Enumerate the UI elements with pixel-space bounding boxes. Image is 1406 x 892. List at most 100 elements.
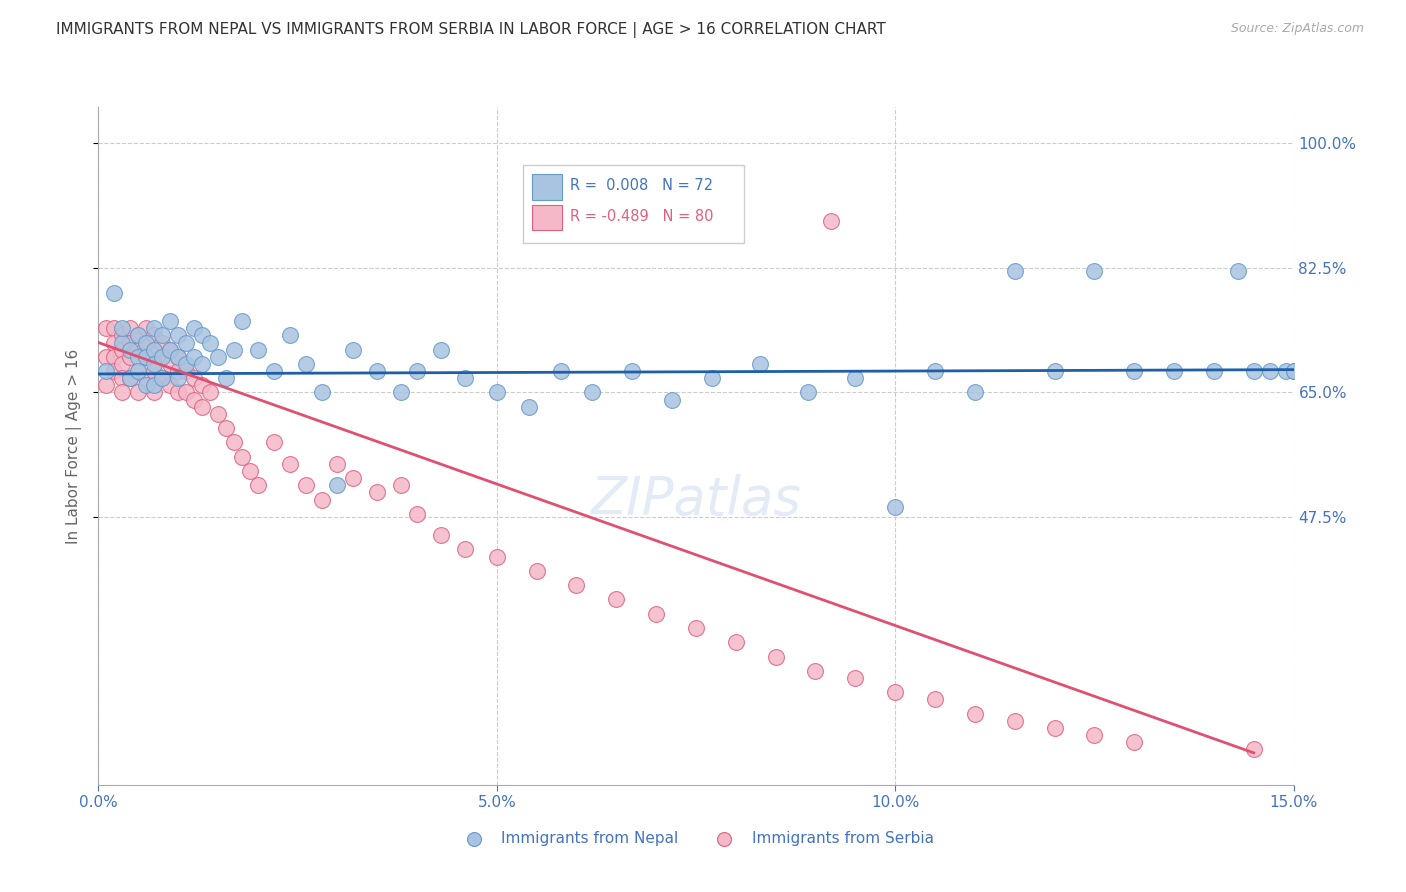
Point — [111, 385, 134, 400]
Point — [207, 407, 229, 421]
Point — [135, 321, 157, 335]
Point — [167, 328, 190, 343]
Point — [1004, 264, 1026, 278]
Point — [1282, 364, 1305, 378]
Point — [748, 357, 770, 371]
Point — [1243, 364, 1265, 378]
Point — [150, 371, 173, 385]
Point — [135, 350, 157, 364]
Text: IMMIGRANTS FROM NEPAL VS IMMIGRANTS FROM SERBIA IN LABOR FORCE | AGE > 16 CORREL: IMMIGRANTS FROM NEPAL VS IMMIGRANTS FROM… — [56, 22, 886, 38]
Point — [159, 343, 181, 357]
Point — [1258, 364, 1281, 378]
Point — [191, 378, 214, 392]
Point — [191, 357, 214, 371]
Point — [111, 371, 134, 385]
Point — [183, 350, 205, 364]
Point — [246, 343, 269, 357]
Point — [263, 435, 285, 450]
Legend: Immigrants from Nepal, Immigrants from Serbia: Immigrants from Nepal, Immigrants from S… — [453, 825, 939, 852]
Point — [645, 607, 668, 621]
Point — [454, 542, 477, 557]
Point — [183, 371, 205, 385]
Point — [246, 478, 269, 492]
Point — [621, 364, 644, 378]
Point — [150, 335, 173, 350]
Point — [517, 400, 540, 414]
Point — [924, 692, 946, 706]
Point — [963, 385, 986, 400]
Point — [294, 478, 316, 492]
Point — [143, 364, 166, 378]
Point — [111, 328, 134, 343]
Point — [222, 435, 245, 450]
Point — [1083, 264, 1105, 278]
Point — [581, 385, 603, 400]
Point — [143, 343, 166, 357]
Point — [311, 385, 333, 400]
Point — [1043, 721, 1066, 735]
Point — [96, 364, 118, 378]
Point — [1123, 735, 1146, 749]
Point — [215, 371, 238, 385]
Point — [135, 350, 157, 364]
Point — [159, 357, 181, 371]
Point — [406, 364, 429, 378]
Point — [685, 621, 707, 635]
Point — [342, 471, 364, 485]
Point — [96, 350, 118, 364]
Point — [150, 350, 173, 364]
Point — [120, 343, 142, 357]
Point — [239, 464, 262, 478]
Point — [191, 328, 214, 343]
Point — [167, 385, 190, 400]
Point — [120, 335, 142, 350]
Point — [167, 371, 190, 385]
Point — [924, 364, 946, 378]
Point — [159, 314, 181, 328]
Point — [550, 364, 572, 378]
Point — [389, 478, 412, 492]
Point — [820, 214, 842, 228]
Point — [565, 578, 588, 592]
Point — [150, 328, 173, 343]
Point — [127, 364, 149, 378]
Point — [150, 350, 173, 364]
Point — [127, 364, 149, 378]
Point — [661, 392, 683, 407]
Point — [103, 285, 125, 300]
Point — [174, 364, 197, 378]
Point — [1083, 728, 1105, 742]
Point — [135, 371, 157, 385]
Point — [111, 343, 134, 357]
Point — [143, 385, 166, 400]
Y-axis label: In Labor Force | Age > 16: In Labor Force | Age > 16 — [66, 349, 83, 543]
Point — [1202, 364, 1225, 378]
Point — [103, 335, 125, 350]
Point — [103, 364, 125, 378]
Point — [159, 343, 181, 357]
Bar — [533, 204, 562, 230]
Point — [127, 350, 149, 364]
Point — [143, 328, 166, 343]
Point — [143, 321, 166, 335]
Point — [1043, 364, 1066, 378]
Point — [406, 507, 429, 521]
Point — [167, 350, 190, 364]
Point — [278, 457, 301, 471]
Point — [1123, 364, 1146, 378]
Text: R =  0.008   N = 72: R = 0.008 N = 72 — [571, 178, 714, 194]
Point — [796, 385, 818, 400]
Point — [844, 671, 866, 685]
Point — [183, 321, 205, 335]
Point — [231, 314, 253, 328]
Point — [150, 371, 173, 385]
Point — [127, 328, 149, 343]
Point — [143, 343, 166, 357]
Point — [127, 343, 149, 357]
Point — [1243, 742, 1265, 756]
Point — [103, 350, 125, 364]
Point — [127, 328, 149, 343]
Point — [1274, 364, 1296, 378]
Point — [326, 478, 349, 492]
Point — [120, 350, 142, 364]
